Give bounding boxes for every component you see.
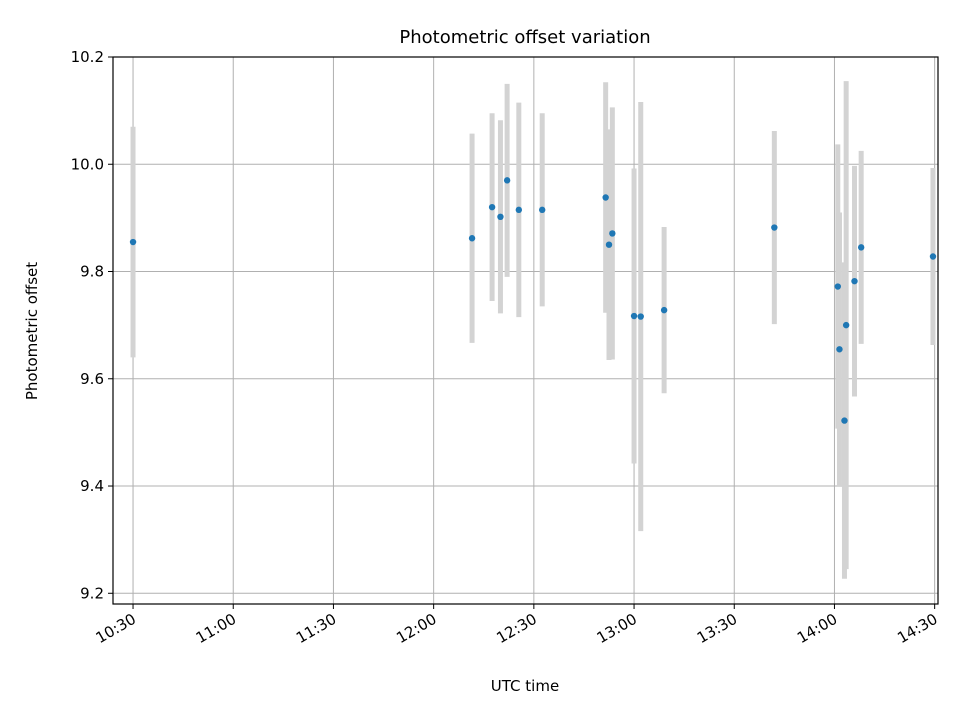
data-point [515,206,523,214]
data-point [503,177,511,184]
data-point [468,235,476,242]
data-point [842,321,850,329]
data-point [605,241,613,248]
data-point [851,277,858,285]
data-point [836,346,843,353]
chart-title: Photometric offset variation [399,27,650,48]
y-tick-label: 10.0 [71,155,104,173]
data-point [834,283,841,290]
data-point [129,238,137,246]
y-tick-label: 9.2 [80,584,104,602]
y-tick-label: 9.6 [80,370,104,388]
data-point [841,417,848,424]
data-points [129,177,937,424]
y-tick-label: 9.8 [80,263,104,281]
data-point [929,253,937,260]
data-point [630,312,638,320]
y-axis-label: Photometric offset [23,262,41,400]
data-point [602,194,609,201]
y-axis-ticks: 9.2 9.4 9.6 9.8 10.0 10.2 [71,48,113,602]
data-point [497,213,504,221]
y-tick-label: 10.2 [71,48,104,66]
data-point [771,224,778,231]
x-axis-label: UTC time [491,677,559,695]
data-point [660,306,668,314]
data-point [609,230,616,237]
data-point [857,244,865,251]
data-point [637,313,644,320]
data-point [539,206,546,214]
data-point [488,203,496,211]
plot-frame [112,56,939,605]
y-tick-label: 9.4 [80,477,104,495]
